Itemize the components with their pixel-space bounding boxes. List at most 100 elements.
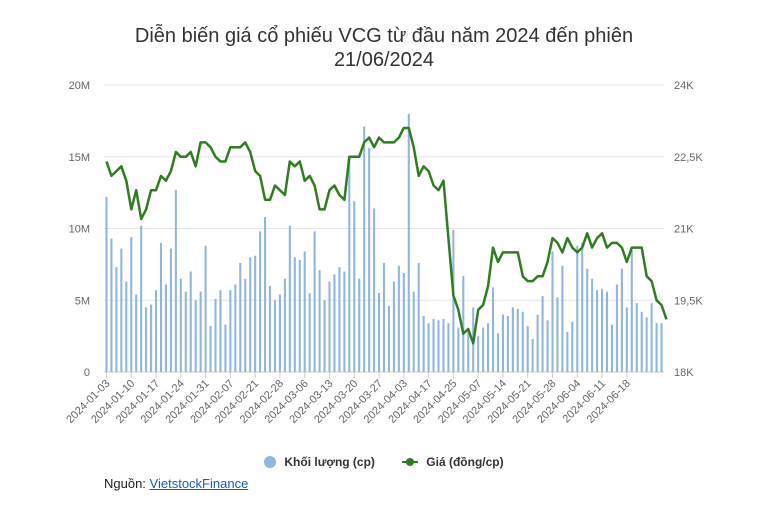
volume-bar <box>363 126 366 373</box>
volume-bar <box>328 281 331 372</box>
volume-bar <box>625 307 628 372</box>
volume-bar <box>650 303 653 372</box>
volume-bar <box>437 320 440 372</box>
volume-bar <box>323 300 326 372</box>
y-left-tick-label: 0 <box>84 367 90 379</box>
source-note: Nguồn: VietstockFinance <box>104 476 248 491</box>
volume-bar <box>645 317 648 372</box>
volume-bar <box>556 297 559 372</box>
volume-bar <box>427 323 430 372</box>
volume-bar <box>566 331 569 372</box>
volume-bar <box>313 231 316 372</box>
volume-bar <box>110 238 113 372</box>
volume-bar <box>536 314 539 372</box>
volume-bar <box>159 242 163 372</box>
volume-bar <box>402 272 405 372</box>
chart-title-line-1: Diễn biến giá cổ phiếu VCG từ đầu năm 20… <box>134 25 634 47</box>
volume-bar <box>581 242 584 372</box>
volume-bar <box>204 245 207 372</box>
volume-bar <box>244 278 247 372</box>
volume-bar <box>224 324 227 372</box>
volume-bar <box>462 275 465 372</box>
volume-bar <box>169 248 172 372</box>
volume-bar <box>605 291 609 372</box>
volume-bar <box>353 201 356 372</box>
volume-bar <box>531 338 534 372</box>
volume-bar <box>189 271 192 372</box>
volume-bar <box>318 270 321 372</box>
volume-bar <box>571 321 574 372</box>
volume-bar <box>308 293 311 372</box>
volume-bar <box>660 323 663 372</box>
volume-bar <box>412 291 415 372</box>
volume-bar <box>140 225 143 372</box>
volume-bar <box>457 327 460 372</box>
y-left-tick-label: 20M <box>69 80 90 92</box>
volume-bar <box>259 231 262 372</box>
volume-bar <box>586 268 589 372</box>
legend-volume-label: Khối lượng (cp) <box>284 455 375 469</box>
chart-title: Diễn biến giá cổ phiếu VCG từ đầu năm 20… <box>0 24 768 72</box>
volume-bar <box>551 251 554 372</box>
volume-bar <box>655 323 658 372</box>
volume-bar <box>234 284 237 372</box>
volume-bar <box>130 237 133 372</box>
volume-bar <box>610 324 614 372</box>
volume-bar <box>546 320 549 372</box>
volume-bar <box>273 300 277 372</box>
volume-bar <box>268 285 272 372</box>
volume-bar <box>501 314 504 372</box>
volume-bar <box>477 336 480 372</box>
volume-bar <box>601 288 604 372</box>
y-left-tick-label: 5M <box>75 295 90 307</box>
volume-bar <box>120 248 123 372</box>
volume-bar <box>338 267 341 372</box>
volume-bar <box>387 305 390 372</box>
volume-bar <box>620 268 623 372</box>
volume-bar <box>591 278 594 372</box>
chart-legend: Khối lượng (cp) Giá (đồng/cp) <box>0 455 768 471</box>
volume-bar <box>254 255 257 372</box>
volume-bar <box>378 293 381 372</box>
volume-bar <box>452 229 455 372</box>
volume-bar <box>199 291 202 372</box>
y-right-tick-label: 24K <box>674 80 694 92</box>
volume-bar <box>640 311 643 372</box>
volume-bar <box>343 271 346 372</box>
volume-bar <box>298 260 301 372</box>
volume-bar <box>511 307 514 372</box>
volume-bar <box>229 290 232 372</box>
y-right-tick-label: 18K <box>674 367 694 379</box>
volume-bar <box>358 278 361 372</box>
volume-bar <box>397 265 400 372</box>
volume-bar <box>135 294 138 372</box>
source-link[interactable]: VietstockFinance <box>149 476 249 491</box>
volume-bar <box>174 189 177 372</box>
volume-bar <box>115 267 118 372</box>
y-left-tick-label: 10M <box>69 224 90 236</box>
legend-item-volume[interactable]: Khối lượng (cp) <box>264 455 375 469</box>
volume-bar <box>432 318 435 372</box>
volume-bar <box>288 225 291 372</box>
volume-bar <box>194 300 197 372</box>
volume-bar <box>209 326 212 372</box>
volume-bar <box>145 307 148 372</box>
volume-bar <box>407 113 410 372</box>
volume-bar <box>164 284 167 372</box>
volume-bar <box>526 326 529 372</box>
volume-bar <box>506 316 509 372</box>
volume-bar <box>348 161 351 372</box>
volume-bar <box>422 316 425 372</box>
y-left-tick-label: 15M <box>69 152 90 164</box>
y-right-tick-label: 21K <box>674 224 694 236</box>
volume-bar <box>239 262 242 372</box>
volume-bar <box>154 290 158 372</box>
legend-item-price[interactable]: Giá (đồng/cp) <box>402 455 504 469</box>
volume-bar <box>283 278 286 372</box>
y-right-tick-label: 19,5K <box>674 295 703 307</box>
volume-bar <box>333 274 336 372</box>
volume-bar <box>264 217 267 372</box>
volume-bar <box>417 262 420 372</box>
volume-bar <box>635 303 638 372</box>
volume-bar <box>392 281 395 372</box>
